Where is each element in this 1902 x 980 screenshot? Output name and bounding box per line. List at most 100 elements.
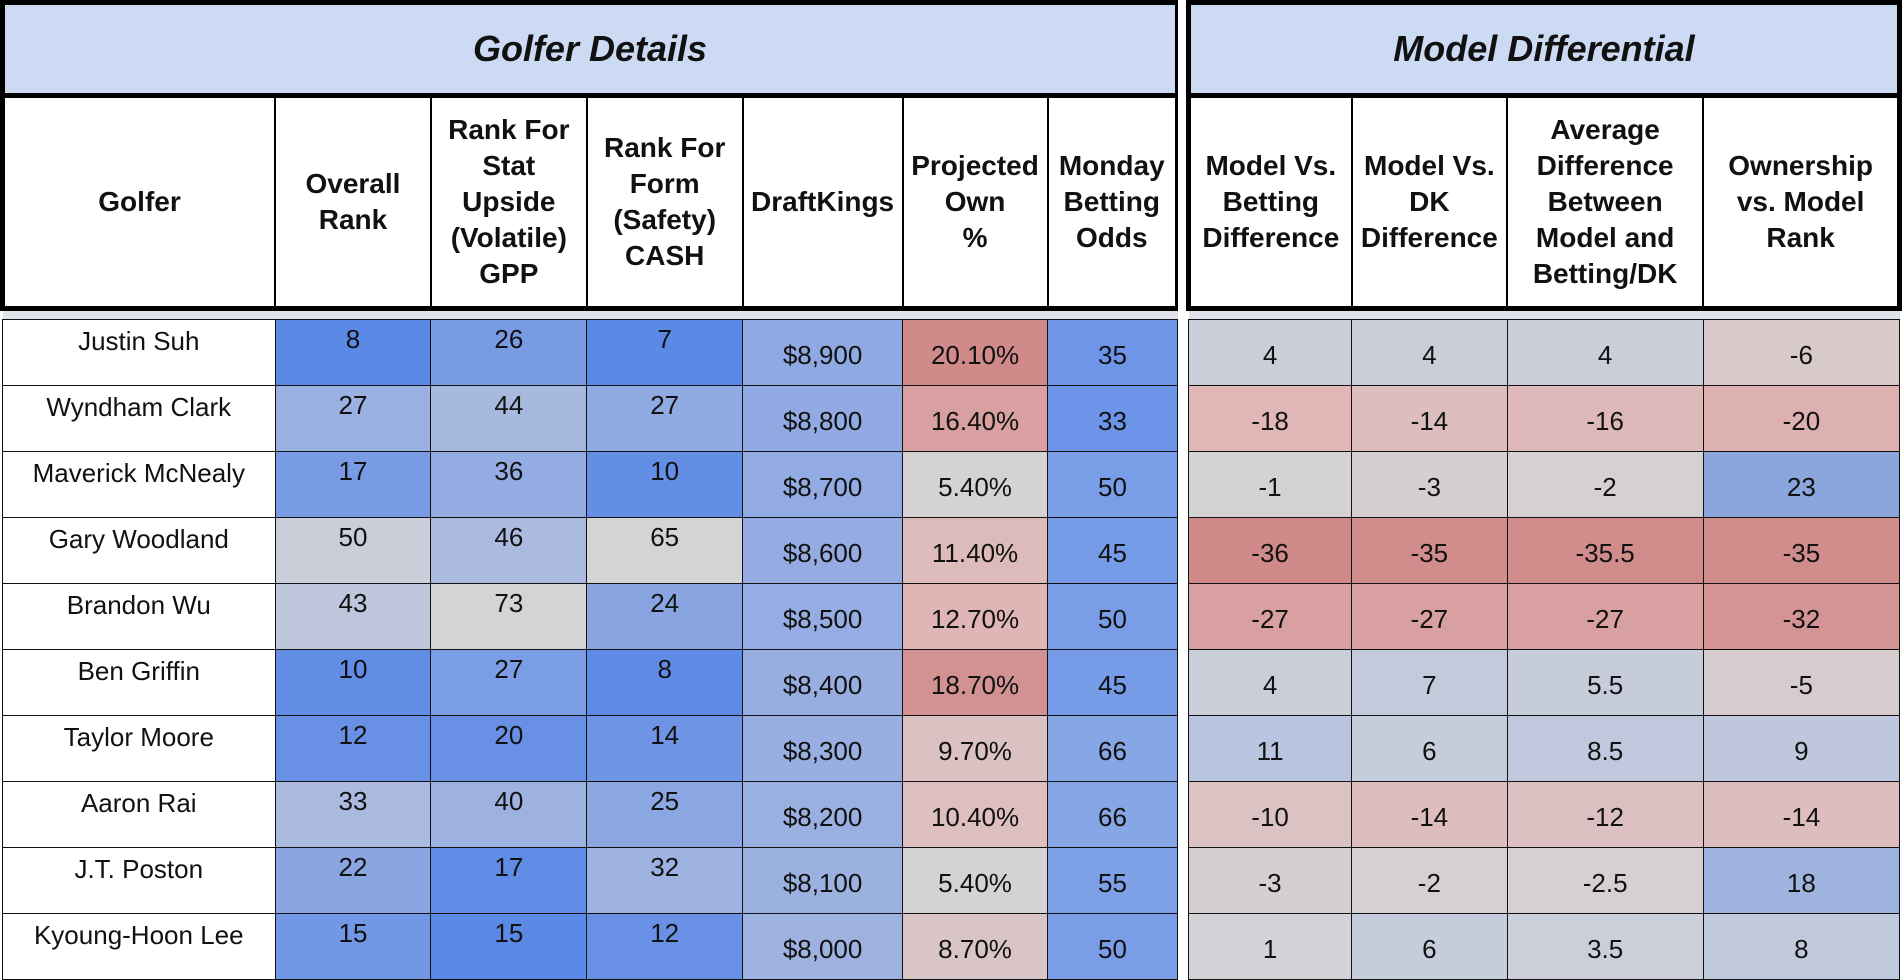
spacer-row <box>2 308 1178 320</box>
ownership-vs-model-cell: 9 <box>1702 715 1901 782</box>
model-vs-betting-cell: -10 <box>1187 781 1353 848</box>
betting-odds-cell: 35 <box>1047 319 1178 386</box>
overall-rank-cell: 50 <box>274 517 432 584</box>
gpp-rank-cell: 26 <box>430 319 588 386</box>
draftkings-salary-cell: $8,900 <box>742 319 904 386</box>
overall-rank-cell: 43 <box>274 583 432 650</box>
gpp-rank-cell: 27 <box>430 649 588 716</box>
left-header-5: Projected Own% <box>901 95 1049 311</box>
overall-rank-cell: 27 <box>274 385 432 452</box>
table-row: Brandon Wu 43 73 24 $8,500 12.70% 50 <box>2 583 1178 650</box>
betting-odds-cell: 33 <box>1047 385 1178 452</box>
table-row: Wyndham Clark 27 44 27 $8,800 16.40% 33 <box>2 385 1178 452</box>
overall-rank-cell: 33 <box>274 781 432 848</box>
model-vs-betting-cell: 4 <box>1187 649 1353 716</box>
cash-rank-cell: 32 <box>586 847 744 914</box>
projected-own-cell: 12.70% <box>902 583 1049 650</box>
table-row: Taylor Moore 12 20 14 $8,300 9.70% 66 <box>2 715 1178 782</box>
gpp-rank-cell: 15 <box>430 913 588 980</box>
projected-own-cell: 8.70% <box>902 913 1049 980</box>
left-header-row: Golfer Overall Rank Rank For Stat Upside (Vola… <box>0 95 1180 311</box>
draftkings-salary-cell: $8,400 <box>742 649 904 716</box>
cash-rank-cell: 8 <box>586 649 744 716</box>
golfer-name-cell: Aaron Rai <box>2 781 276 848</box>
table-row: Justin Suh 8 26 7 $8,900 20.10% 35 <box>2 319 1178 386</box>
table-row: 11 6 8.5 9 <box>1187 715 1901 782</box>
cash-rank-cell: 10 <box>586 451 744 518</box>
cash-rank-cell: 7 <box>586 319 744 386</box>
ownership-vs-model-cell: -32 <box>1702 583 1901 650</box>
cash-rank-cell: 25 <box>586 781 744 848</box>
overall-rank-cell: 22 <box>274 847 432 914</box>
overall-rank-cell: 8 <box>274 319 432 386</box>
ownership-vs-model-cell: -20 <box>1702 385 1901 452</box>
average-difference-cell: -16 <box>1506 385 1704 452</box>
cash-rank-cell: 12 <box>586 913 744 980</box>
ownership-vs-model-cell: 8 <box>1702 913 1901 980</box>
model-vs-dk-cell: 6 <box>1351 913 1508 980</box>
model-vs-dk-cell: -3 <box>1351 451 1508 518</box>
average-difference-cell: 4 <box>1506 319 1704 386</box>
model-vs-dk-cell: 7 <box>1351 649 1508 716</box>
left-header-2: Rank For Stat Upside (Volatile) GPP <box>429 95 588 311</box>
model-vs-betting-cell: 1 <box>1187 913 1353 980</box>
average-difference-cell: -35.5 <box>1506 517 1704 584</box>
table-row: -3 -2 -2.5 18 <box>1187 847 1901 914</box>
model-vs-betting-cell: -3 <box>1187 847 1353 914</box>
average-difference-cell: 8.5 <box>1506 715 1704 782</box>
right-header-2: Average Difference Between Model and Betting… <box>1506 95 1705 311</box>
golfer-name-cell: J.T. Poston <box>2 847 276 914</box>
betting-odds-cell: 66 <box>1047 781 1178 848</box>
spacer-row <box>1188 308 1900 320</box>
model-vs-betting-cell: -1 <box>1187 451 1353 518</box>
right-header-0: Model Vs. Betting Difference <box>1185 95 1353 311</box>
right-header-row: Model Vs. Betting Difference Model Vs. DK Dif… <box>1185 95 1902 311</box>
table-row: Kyoung-Hoon Lee 15 15 12 $8,000 8.70% 50 <box>2 913 1178 980</box>
golfer-name-cell: Justin Suh <box>2 319 276 386</box>
left-header-3: Rank For Form (Safety) CASH <box>585 95 744 311</box>
ownership-vs-model-cell: 18 <box>1702 847 1901 914</box>
left-header-1: Overall Rank <box>274 95 432 311</box>
model-vs-betting-cell: 11 <box>1187 715 1353 782</box>
right-header-1: Model Vs. DK Difference <box>1350 95 1509 311</box>
projected-own-cell: 16.40% <box>902 385 1049 452</box>
projected-own-cell: 10.40% <box>902 781 1049 848</box>
model-vs-dk-cell: 6 <box>1351 715 1508 782</box>
ownership-vs-model-cell: 23 <box>1702 451 1901 518</box>
panel-divider <box>1178 0 1188 914</box>
left-header-6: Monday Betting Odds <box>1046 95 1180 311</box>
projected-own-cell: 5.40% <box>902 847 1049 914</box>
golfer-name-cell: Kyoung-Hoon Lee <box>2 913 276 980</box>
model-vs-betting-cell: 4 <box>1187 319 1353 386</box>
betting-odds-cell: 50 <box>1047 913 1178 980</box>
projected-own-cell: 18.70% <box>902 649 1049 716</box>
draftkings-salary-cell: $8,600 <box>742 517 904 584</box>
betting-odds-cell: 66 <box>1047 715 1178 782</box>
model-vs-dk-cell: -14 <box>1351 781 1508 848</box>
ownership-vs-model-cell: -6 <box>1702 319 1901 386</box>
table-row: 4 7 5.5 -5 <box>1187 649 1901 716</box>
draftkings-salary-cell: $8,000 <box>742 913 904 980</box>
ownership-vs-model-cell: -14 <box>1702 781 1901 848</box>
overall-rank-cell: 12 <box>274 715 432 782</box>
cash-rank-cell: 27 <box>586 385 744 452</box>
table-row: -36 -35 -35.5 -35 <box>1187 517 1901 584</box>
gpp-rank-cell: 46 <box>430 517 588 584</box>
table-row: Gary Woodland 50 46 65 $8,600 11.40% 45 <box>2 517 1178 584</box>
model-vs-betting-cell: -27 <box>1187 583 1353 650</box>
table-row: Aaron Rai 33 40 25 $8,200 10.40% 66 <box>2 781 1178 848</box>
model-vs-dk-cell: -2 <box>1351 847 1508 914</box>
gpp-rank-cell: 40 <box>430 781 588 848</box>
table-row: 1 6 3.5 8 <box>1187 913 1901 980</box>
model-differential-table: Model Differential Model Vs. Betting Diffe… <box>1185 0 1902 980</box>
overall-rank-cell: 10 <box>274 649 432 716</box>
projected-own-cell: 9.70% <box>902 715 1049 782</box>
overall-rank-cell: 15 <box>274 913 432 980</box>
average-difference-cell: 5.5 <box>1506 649 1704 716</box>
betting-odds-cell: 45 <box>1047 649 1178 716</box>
model-vs-dk-cell: -27 <box>1351 583 1508 650</box>
projected-own-cell: 11.40% <box>902 517 1049 584</box>
table-row: -27 -27 -27 -32 <box>1187 583 1901 650</box>
projected-own-cell: 20.10% <box>902 319 1049 386</box>
projected-own-cell: 5.40% <box>902 451 1049 518</box>
